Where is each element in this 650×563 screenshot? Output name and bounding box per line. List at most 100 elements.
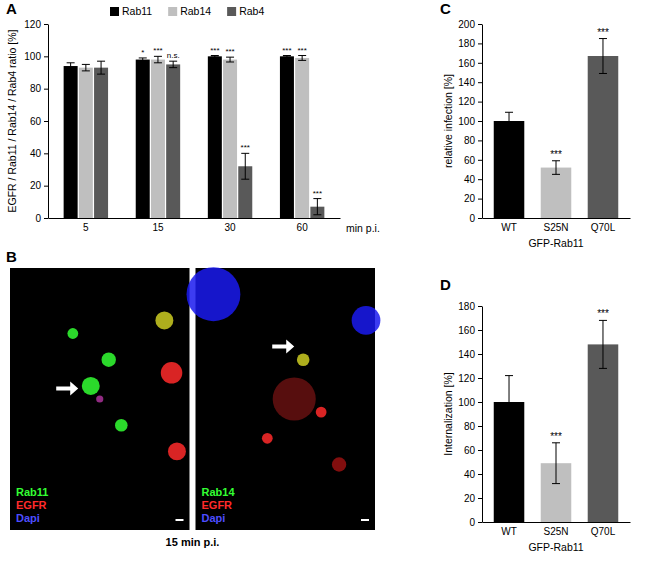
panel-letter: B (6, 248, 17, 265)
error-bar (139, 58, 147, 61)
image-detail (82, 377, 100, 395)
error-bar (552, 161, 560, 175)
y-tick: 60 (464, 155, 482, 166)
y-tick-label: 20 (30, 180, 42, 191)
error-bar (241, 153, 249, 179)
y-tick-label: 100 (458, 116, 475, 127)
y-tick-mark (478, 43, 482, 44)
y-tick-label: 180 (458, 38, 475, 49)
y-tick: 0 (469, 213, 482, 224)
y-axis-title: relative infection [%] (442, 74, 454, 168)
bar (64, 66, 78, 218)
y-tick: 140 (458, 349, 482, 360)
caption: 15 min p.i. (166, 536, 220, 548)
y-tick: 100 (24, 51, 48, 62)
error-bar (211, 56, 219, 58)
y-axis-line (482, 307, 483, 523)
y-tick: 60 (464, 445, 482, 456)
y-tick-mark (478, 140, 482, 141)
x-tick-label: WT (501, 526, 517, 537)
y-tick-mark (44, 121, 48, 122)
y-tick-mark (44, 186, 48, 187)
y-tick: 20 (464, 493, 482, 504)
x-tick: 30 (224, 218, 236, 233)
y-tick-mark (478, 179, 482, 180)
panel-letter: D (440, 276, 451, 293)
error-bar (82, 64, 90, 70)
y-tick-label: 120 (458, 373, 475, 384)
y-axis: 0 20 40 60 80 100 120 140 160 180 200 (458, 19, 482, 224)
y-tick-label: 100 (24, 51, 41, 62)
x-tick: 5 (83, 218, 89, 233)
significance: *** (550, 431, 562, 442)
y-tick-label: 40 (30, 148, 42, 159)
y-tick-label: 80 (464, 421, 476, 432)
y-tick-label: 40 (464, 469, 476, 480)
y-tick-label: 0 (469, 517, 475, 528)
error-bar (505, 376, 513, 429)
panel-letter: A (6, 0, 17, 17)
bar (295, 58, 309, 218)
y-tick-mark (478, 426, 482, 427)
y-tick-label: 80 (464, 135, 476, 146)
plot: 020406080100120140160180200WTS25NQ70L***… (458, 19, 630, 233)
error-bar (298, 56, 306, 61)
y-tick: 40 (464, 174, 482, 185)
y-tick: 80 (30, 83, 48, 94)
bar (588, 56, 619, 218)
y-tick-label: 20 (464, 193, 476, 204)
image-detail (161, 362, 183, 384)
y-tick-mark (44, 218, 48, 219)
y-tick-label: 120 (458, 96, 475, 107)
y-tick-label: 40 (464, 174, 476, 185)
x-tick: WT (501, 522, 517, 537)
x-tick: WT (501, 218, 517, 233)
x-axis-title: GFP-Rab11 (528, 541, 583, 553)
x-axis-line (483, 522, 631, 523)
legend-swatch (110, 7, 119, 16)
scale-bar (176, 519, 184, 521)
y-tick: 120 (458, 96, 482, 107)
y-tick-label: 180 (458, 301, 475, 312)
y-tick: 80 (464, 135, 482, 146)
x-tick-label: Q70L (591, 222, 616, 233)
y-tick: 100 (458, 397, 482, 408)
significance: *** (597, 308, 609, 319)
y-tick-label: 20 (464, 493, 476, 504)
y-tick: 200 (458, 19, 482, 30)
y-tick-mark (478, 82, 482, 83)
y-axis-line (48, 25, 49, 219)
x-axis-line (483, 218, 631, 219)
y-tick-mark (478, 378, 482, 379)
error-bar (169, 61, 177, 67)
x-tick-label: 30 (224, 222, 236, 233)
y-tick-mark (478, 450, 482, 451)
y-tick-label: 100 (458, 397, 475, 408)
y-tick: 140 (458, 77, 482, 88)
x-tick-label: WT (501, 222, 517, 233)
y-axis-title: EGFR / Rab11 / Rab14 / Rab4 ratio [%] (6, 29, 18, 212)
channel-label: Rab11 (16, 486, 48, 498)
channel-label: EGFR (16, 499, 47, 511)
x-tick: 15 (152, 218, 164, 233)
x-tick-label: S25N (543, 222, 568, 233)
x-axis: WTS25NQ70L (483, 522, 631, 537)
y-tick: 180 (458, 301, 482, 312)
micrograph: Rab11EGFRDapi (10, 268, 190, 530)
image-detail (187, 267, 241, 321)
error-bar (226, 57, 234, 62)
x-tick-label: Q70L (591, 526, 616, 537)
bar (588, 344, 619, 522)
y-tick-mark (478, 306, 482, 307)
y-tick-label: 120 (24, 19, 41, 30)
image-detail (352, 306, 381, 335)
error-bar (552, 443, 560, 484)
y-tick-label: 160 (458, 58, 475, 69)
y-axis: 020406080100120140160180 (458, 301, 482, 528)
x-tick-label: 5 (83, 222, 89, 233)
micrograph: Rab14EGFRDapi (187, 267, 381, 530)
error-bar (505, 112, 513, 129)
y-tick-label: 200 (458, 19, 475, 30)
image-detail (168, 442, 186, 460)
bar (79, 68, 93, 218)
